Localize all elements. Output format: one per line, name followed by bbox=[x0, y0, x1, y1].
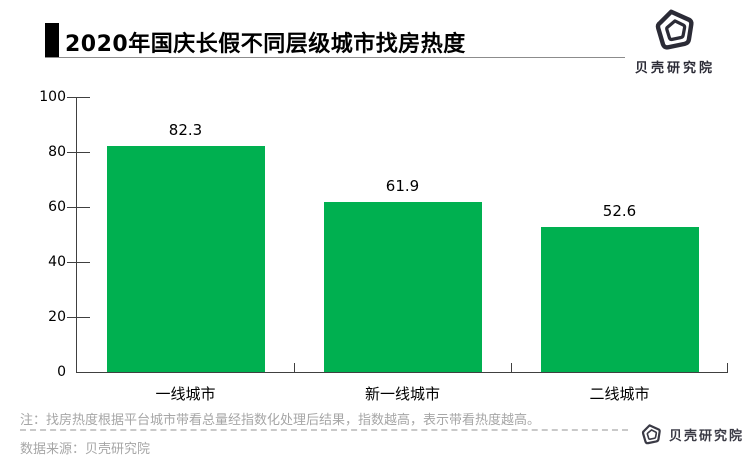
brand-logo-bottom: 贝壳研究院 bbox=[640, 423, 744, 446]
y-axis-tick-label: 40 bbox=[48, 254, 66, 270]
bar bbox=[323, 201, 482, 372]
beike-shell-logo-icon-small bbox=[641, 424, 661, 445]
title-marker bbox=[45, 23, 59, 57]
page-title: 2020年国庆长假不同层级城市找房热度 bbox=[65, 32, 466, 57]
y-axis-tick bbox=[67, 152, 90, 153]
x-axis-end-tick bbox=[727, 363, 728, 372]
x-axis-tick bbox=[294, 363, 295, 372]
header-divider bbox=[45, 57, 625, 58]
brand-logo-top-label: 贝壳研究院 bbox=[634, 61, 715, 76]
y-axis-tick-label: 20 bbox=[48, 309, 66, 325]
bar bbox=[106, 145, 265, 372]
footer-divider bbox=[20, 429, 628, 431]
beike-shell-logo-icon bbox=[655, 9, 694, 50]
plot-area: 0 20 40 60 80 100 82.3 一线城市 61.9 新一线城市 52.6 二线城市 bbox=[39, 89, 728, 403]
footnote: 注：找房热度根据平台城市带看总量经指数化处理后结果，指数越高，表示带看热度越高。 bbox=[20, 413, 541, 428]
category-label: 一线城市 bbox=[155, 385, 216, 403]
bar bbox=[540, 227, 699, 372]
bar-value-label: 82.3 bbox=[168, 120, 203, 139]
bar-value-label: 61.9 bbox=[385, 176, 420, 195]
y-axis-tick-label: 60 bbox=[48, 199, 66, 215]
bar-value-label: 52.6 bbox=[602, 202, 637, 221]
y-axis-tick bbox=[67, 317, 90, 318]
y-axis-tick-label: 0 bbox=[57, 364, 66, 380]
y-axis-tick bbox=[67, 207, 90, 208]
y-axis-tick bbox=[67, 97, 90, 98]
x-axis-tick bbox=[511, 363, 512, 372]
brand-logo-top: 贝壳研究院 bbox=[622, 7, 728, 76]
y-axis-tick-label: 80 bbox=[48, 144, 66, 160]
category-label: 新一线城市 bbox=[364, 385, 440, 403]
data-source: 数据来源：贝壳研究院 bbox=[20, 442, 151, 457]
y-axis-tick bbox=[67, 262, 90, 263]
brand-logo-bottom-label: 贝壳研究院 bbox=[669, 429, 745, 444]
category-label: 二线城市 bbox=[589, 385, 650, 403]
y-axis-tick-label: 100 bbox=[39, 89, 66, 105]
